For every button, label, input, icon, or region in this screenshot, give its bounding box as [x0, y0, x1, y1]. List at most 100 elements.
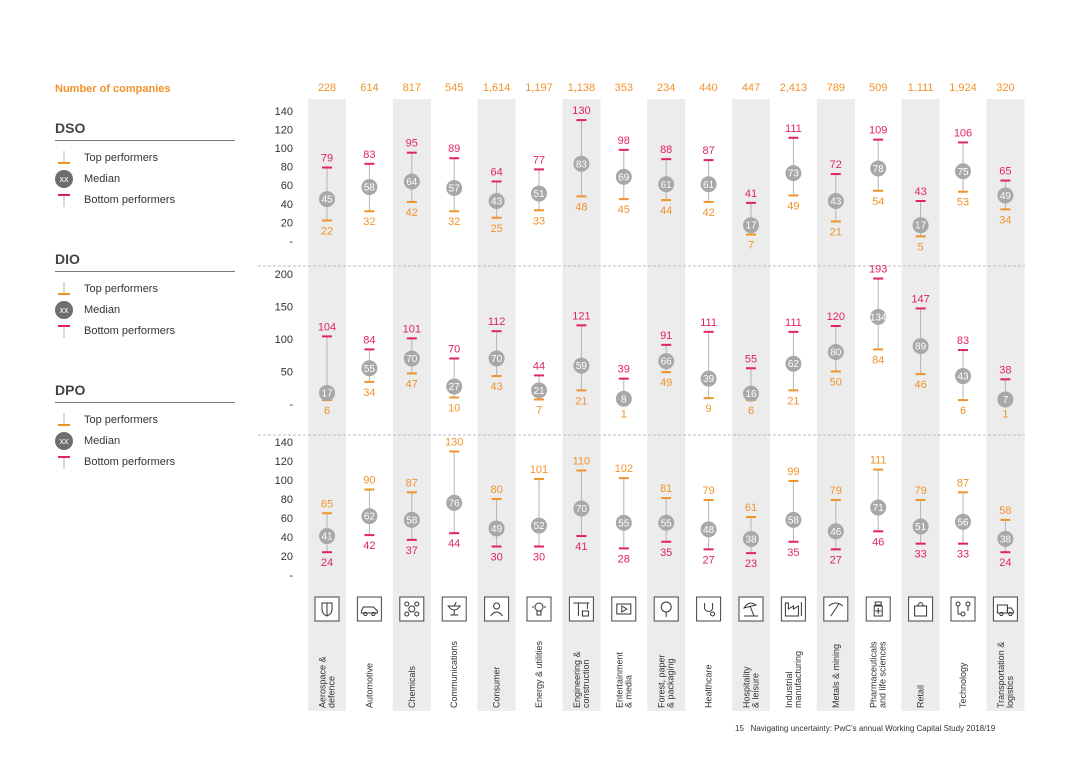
top-performer-value: 7 [748, 239, 754, 251]
range-marker: 46 27 79 [827, 485, 844, 566]
car-icon [356, 596, 382, 622]
range-marker: 61 87 42 [700, 145, 717, 219]
icon-box [611, 596, 637, 622]
y-tick-label: 150 [275, 302, 293, 314]
top-performer-value: 32 [363, 216, 375, 228]
bottom-performer-value: 35 [660, 547, 672, 559]
y-tick-label: 50 [281, 367, 293, 379]
top-performer-value: 54 [872, 196, 884, 208]
bottom-performer-value: 101 [403, 323, 421, 335]
bottom-performer-value: 111 [700, 317, 717, 329]
industry-label: & leisure [751, 673, 761, 708]
bottom-performer-value: 41 [745, 188, 757, 200]
median-dot [658, 353, 675, 370]
bottom-performer-value: 147 [911, 293, 929, 305]
top-performer-value: 79 [914, 485, 926, 497]
dso-title: DSO [55, 120, 86, 136]
range-marker: 43 64 25 [488, 166, 505, 235]
range-marker: 16 55 6 [743, 353, 759, 417]
range-marker: 17 43 5 [912, 186, 929, 253]
top-performer-value: 84 [872, 354, 884, 366]
range-marker: 69 98 45 [615, 135, 632, 216]
median-value: 46 [830, 527, 842, 538]
top-performer-value: 34 [999, 214, 1011, 226]
bottom-performer-value: 37 [406, 545, 418, 557]
company-count: 614 [360, 82, 378, 94]
y-tick-label: - [289, 570, 293, 582]
median-value: 73 [788, 169, 800, 180]
median-dot [955, 368, 971, 385]
legend-divider [55, 140, 235, 141]
bottom-performer-icon [58, 325, 70, 338]
median-dot [870, 160, 887, 177]
bottom-performer-value: 130 [572, 105, 590, 117]
range-marker: 62 42 90 [361, 475, 378, 552]
median-value: 51 [915, 522, 927, 533]
bottom-performer-value: 39 [618, 364, 630, 376]
top-performer-value: 80 [490, 484, 502, 496]
range-marker: 64 95 42 [403, 138, 420, 219]
median-value: 17 [321, 388, 333, 399]
top-performer-icon [58, 151, 70, 164]
range-marker: 39 111 9 [700, 317, 717, 415]
range-marker: 55 28 102 [615, 463, 633, 565]
legend-median: xx Median [55, 431, 235, 452]
molecule-icon-part [414, 601, 420, 607]
median-dot [700, 176, 717, 193]
median-dot [615, 168, 632, 185]
company-count: 440 [699, 82, 717, 94]
bottom-performer-value: 24 [999, 557, 1011, 569]
bottom-performer-value: 35 [787, 547, 799, 559]
legend-top-performers: Top performers [55, 148, 235, 169]
range-marker: 78 109 54 [869, 125, 887, 208]
y-tick-label: 100 [275, 475, 293, 487]
median-dot [658, 514, 675, 531]
top-performer-value: 58 [999, 505, 1011, 517]
range-marker: 58 35 99 [785, 466, 802, 559]
median-value: 89 [915, 342, 927, 353]
median-dot [785, 355, 802, 372]
median-value: 39 [703, 374, 715, 385]
median-value: 70 [576, 504, 588, 515]
median-dot [488, 193, 505, 210]
range-marker: 70 101 47 [403, 323, 421, 390]
company-count: 545 [445, 82, 463, 94]
top-performer-value: 49 [787, 200, 799, 212]
dpo-title: DPO [55, 382, 86, 398]
range-marker: 66 91 49 [658, 330, 675, 389]
bottom-performer-value: 33 [914, 549, 926, 561]
median-value: 17 [915, 221, 927, 232]
legend-divider [55, 271, 235, 272]
median-dot [743, 530, 759, 547]
range-marker: 45 79 22 [319, 153, 335, 238]
molecule-icon-part [414, 611, 420, 617]
median-dot [403, 173, 420, 190]
top-performer-value: 1 [1002, 408, 1008, 420]
industry-label: Transportation & [996, 642, 1006, 708]
median-dot [573, 155, 590, 172]
median-dot [870, 308, 887, 325]
top-performer-value: 22 [321, 226, 333, 238]
bottom-performer-value: 38 [999, 364, 1011, 376]
median-value: 80 [830, 348, 842, 359]
dpo-panel: 140 120 100 80 60 40 20 - 41 24 65 62 42 90 58 37 87 76 44… [275, 437, 1014, 582]
median-value: 134 [870, 312, 887, 323]
top-performer-value: 90 [363, 475, 375, 487]
bottom-performer-value: 42 [363, 540, 375, 552]
range-marker: 41 24 65 [319, 498, 335, 569]
median-dot [870, 499, 887, 516]
legend-median: xx Median [55, 169, 235, 190]
top-performer-value: 43 [490, 381, 502, 393]
legend-bottom-performers: Bottom performers [55, 452, 235, 473]
molecule-icon-part [404, 601, 410, 607]
bottom-performer-value: 112 [488, 316, 506, 328]
truck-icon-part [999, 611, 1004, 617]
top-performer-value: 5 [918, 241, 924, 253]
range-marker: 71 46 111 [870, 455, 887, 549]
industry-label: Engineering & [572, 651, 582, 708]
company-count: 234 [657, 82, 675, 94]
top-performer-value: 49 [660, 377, 672, 389]
legend-median: xx Median [55, 300, 235, 321]
range-marker: 61 88 44 [658, 144, 675, 217]
range-marker: 58 83 32 [361, 149, 378, 228]
